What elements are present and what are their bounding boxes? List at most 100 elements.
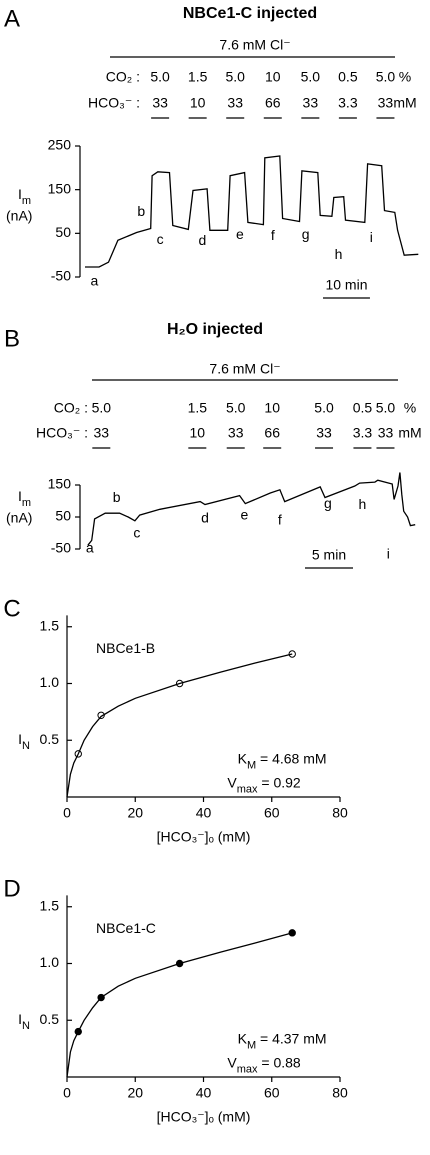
- trace-annotation: d: [201, 510, 209, 526]
- co2-label: CO₂ :: [106, 69, 140, 85]
- trace-annotation: f: [278, 512, 282, 528]
- hco3-value: 3.3: [338, 95, 358, 111]
- trace-annotation: i: [370, 229, 373, 245]
- hco3-value: 33: [316, 425, 332, 441]
- co2-value: 10: [265, 69, 281, 85]
- y-tick-label: 0.5: [40, 1011, 60, 1027]
- trace-annotation: c: [133, 524, 140, 540]
- y-axis-label: Im: [18, 488, 31, 509]
- co2-value: 5.0: [92, 400, 112, 416]
- trace-annotation: c: [157, 231, 164, 247]
- x-tick-label: 20: [127, 1085, 143, 1101]
- y-tick-label: 250: [48, 137, 72, 153]
- co2-value: 5.0: [376, 69, 396, 85]
- trace-annotation: g: [324, 495, 332, 511]
- kinetic-annotation-part: max: [237, 783, 258, 795]
- trace-annotation: a: [86, 540, 94, 556]
- y-axis-label-part: I: [18, 186, 22, 202]
- data-point: [97, 711, 105, 719]
- kinetic-annotation-part: M: [247, 1039, 256, 1051]
- hco3-value: 33: [303, 95, 319, 111]
- hco3-value: 3.3: [353, 425, 373, 441]
- y-tick-label: -50: [51, 540, 71, 556]
- trace-annotation: d: [198, 232, 206, 248]
- trace-annotation: h: [359, 496, 367, 512]
- kinetic-annotation: KM = 4.68 mM: [238, 750, 327, 771]
- hco3-value: 33: [152, 95, 168, 111]
- hco3-value: 10: [190, 425, 206, 441]
- trace-annotation: h: [335, 246, 343, 262]
- scale-bar-label: 10 min: [325, 277, 367, 293]
- condition-header: 7.6 mM Cl⁻: [219, 37, 290, 53]
- y-tick-label: 50: [55, 224, 71, 240]
- co2-value: 0.5: [353, 400, 373, 416]
- x-tick-label: 20: [127, 805, 143, 821]
- kinetic-annotation-part: M: [247, 759, 256, 771]
- panel-letter: C: [3, 595, 20, 622]
- co2-value: 10: [264, 400, 280, 416]
- hco3-value: 66: [264, 425, 280, 441]
- panel-title: NBCe1-C injected: [183, 5, 317, 22]
- y-tick-label: 1.0: [40, 954, 60, 970]
- y-tick-label: 50: [55, 508, 71, 524]
- kinetic-annotation-part: = 0.92: [258, 774, 301, 790]
- kinetic-annotation-part: max: [237, 1063, 258, 1075]
- hco3-value: 66: [265, 95, 281, 111]
- co2-label: CO₂ :: [54, 400, 88, 416]
- kinetic-annotation-part: K: [238, 750, 248, 766]
- co2-value: 5.0: [376, 400, 396, 416]
- kinetic-annotation-part: K: [238, 1030, 248, 1046]
- panel-letter: D: [3, 875, 20, 902]
- y-tick-label: 1.0: [40, 674, 60, 690]
- x-axis-label: [HCO₃⁻]ₒ (mM): [157, 829, 251, 845]
- current-trace: [87, 472, 416, 546]
- condition-header: 7.6 mM Cl⁻: [209, 361, 280, 377]
- y-axis-label-part: I: [18, 1011, 22, 1027]
- co2-value: 5.0: [150, 69, 170, 85]
- y-tick-label: -50: [51, 268, 71, 284]
- x-tick-label: 80: [332, 1085, 348, 1101]
- co2-value: 5.0: [225, 69, 245, 85]
- data-point: [288, 650, 296, 658]
- hco3-label: HCO₃⁻ :: [36, 425, 88, 441]
- y-tick-label: 1.5: [40, 897, 60, 913]
- fit-curve: [66, 653, 293, 798]
- y-tick-label: 150: [48, 476, 72, 492]
- kinetic-annotation-part: V: [227, 774, 237, 790]
- y-axis-label-part: m: [22, 195, 31, 207]
- co2-value: 1.5: [188, 400, 208, 416]
- x-tick-label: 40: [196, 805, 212, 821]
- y-axis-label: IN: [18, 731, 30, 752]
- hco3-unit: mM: [393, 95, 416, 111]
- co2-value: 5.0: [226, 400, 246, 416]
- kinetic-annotation-part: = 4.68 mM: [256, 750, 326, 766]
- y-tick-label: 0.5: [40, 731, 60, 747]
- y-tick-label: 150: [48, 180, 72, 196]
- y-axis-label-part: N: [22, 740, 30, 752]
- x-axis-label: [HCO₃⁻]ₒ (mM): [157, 1109, 251, 1125]
- trace-annotation: f: [271, 227, 275, 243]
- hco3-value: 33: [228, 425, 244, 441]
- y-axis-label-part: m: [22, 497, 31, 509]
- hco3-value: 33: [227, 95, 243, 111]
- trace-annotation: a: [90, 273, 98, 289]
- co2-value: 0.5: [338, 69, 358, 85]
- curve-annotation: NBCe1-B: [96, 640, 155, 656]
- panel-title: H₂O injected: [167, 321, 263, 338]
- co2-value: 5.0: [301, 69, 321, 85]
- kinetic-annotation-part: = 4.37 mM: [256, 1030, 326, 1046]
- trace-annotation: e: [236, 226, 244, 242]
- hco3-label: HCO₃⁻ :: [88, 95, 140, 111]
- y-axis-unit: (nA): [6, 208, 32, 224]
- hco3-value: 10: [190, 95, 206, 111]
- fit-curve: [66, 932, 293, 1078]
- kinetic-annotation-part: V: [227, 1054, 237, 1070]
- co2-value: 5.0: [314, 400, 334, 416]
- data-point: [288, 929, 296, 937]
- kinetic-annotation-part: = 0.88: [258, 1054, 301, 1070]
- x-tick-label: 0: [63, 1085, 71, 1101]
- trace-annotation: e: [240, 507, 248, 523]
- y-axis-label-part: I: [18, 731, 22, 747]
- hco3-unit: mM: [398, 425, 421, 441]
